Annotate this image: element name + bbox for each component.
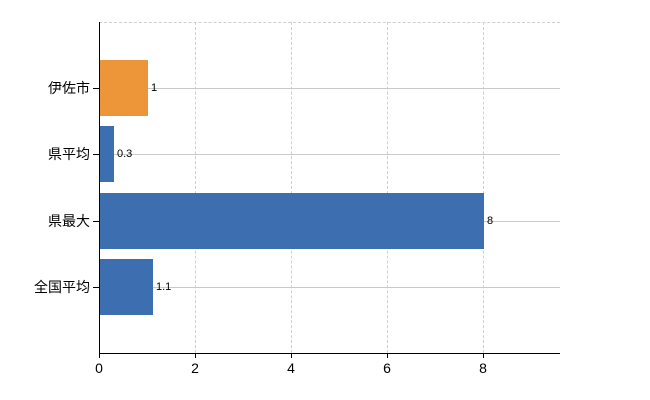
- bar-1: [100, 60, 148, 117]
- x-tick-mark: [483, 353, 484, 358]
- bar-2: [100, 126, 114, 183]
- y-tick-mark: [93, 286, 99, 288]
- value-label: 8: [487, 214, 494, 227]
- x-tick-mark: [291, 353, 292, 358]
- x-tick-mark: [387, 353, 388, 358]
- category-label: 伊佐市: [48, 80, 90, 97]
- y-axis-line: [99, 22, 100, 358]
- category-label: 全国平均: [34, 278, 90, 295]
- x-tick-mark: [195, 353, 196, 358]
- plot-top-border: [99, 22, 560, 23]
- bar-3: [100, 192, 484, 249]
- vertical-gridline: [483, 22, 484, 353]
- value-label: 1.1: [156, 280, 172, 293]
- y-tick-mark: [93, 88, 99, 90]
- x-axis-line: [99, 353, 560, 354]
- x-tick-label: 6: [383, 360, 391, 376]
- value-label: 1: [151, 82, 158, 95]
- horizontal-gridline: [100, 88, 560, 90]
- value-label: 0.3: [117, 148, 133, 161]
- y-tick-mark: [93, 220, 99, 222]
- y-tick-mark: [93, 154, 99, 156]
- vertical-gridline: [291, 22, 292, 353]
- vertical-gridline: [387, 22, 388, 353]
- x-tick-label: 0: [95, 360, 103, 376]
- bar-4: [100, 258, 153, 315]
- category-label: 県平均: [48, 146, 90, 163]
- horizontal-gridline: [100, 286, 560, 288]
- x-tick-label: 2: [191, 360, 199, 376]
- horizontal-gridline: [100, 154, 560, 156]
- vertical-gridline: [195, 22, 196, 353]
- x-tick-label: 8: [479, 360, 487, 376]
- x-tick-label: 4: [287, 360, 295, 376]
- category-label: 県最大: [48, 212, 90, 229]
